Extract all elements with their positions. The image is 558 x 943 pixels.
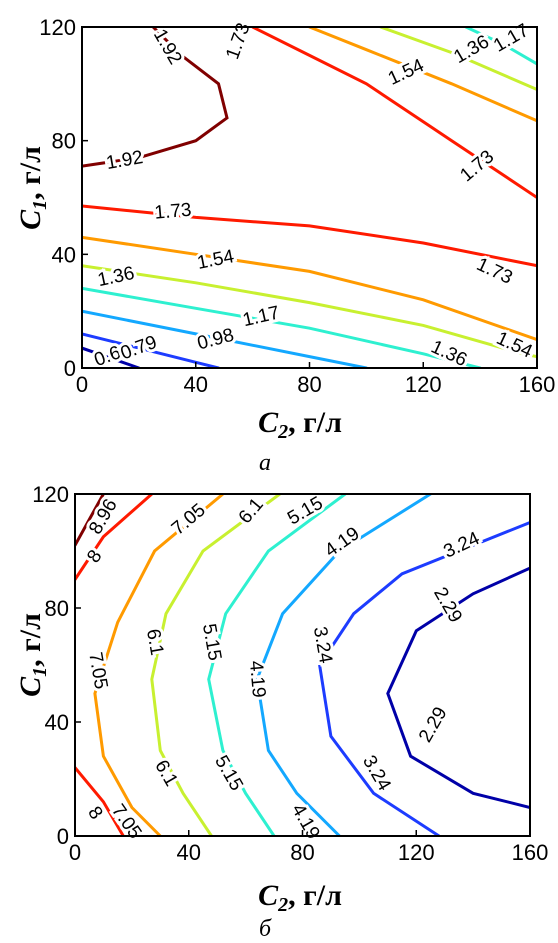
contour-line-0.79 bbox=[82, 332, 220, 368]
contour-label: 8.96 bbox=[85, 496, 122, 539]
contour-line-2.29 bbox=[386, 566, 530, 809]
contour-line-6.1 bbox=[150, 494, 282, 836]
contour-label: 4.19 bbox=[321, 523, 363, 561]
x-tick-label: 160 bbox=[519, 372, 556, 397]
contour-line-1.54 bbox=[82, 235, 537, 342]
contour-label: 4.19 bbox=[245, 660, 269, 699]
contour-label: 1.73 bbox=[154, 200, 193, 224]
contour-label: 2.29 bbox=[415, 704, 452, 747]
contour-line-1.92 bbox=[82, 27, 229, 168]
contour-label: 1.36 bbox=[428, 336, 470, 371]
contour-line-segment bbox=[308, 27, 537, 123]
y-tick-label: 40 bbox=[52, 242, 76, 267]
plot-area bbox=[82, 27, 537, 368]
contour-line-0.6 bbox=[82, 346, 141, 368]
x-tick-label: 80 bbox=[290, 840, 314, 865]
y-tick-label: 80 bbox=[45, 596, 69, 621]
contour-label: 0.98 bbox=[195, 325, 236, 355]
y-tick-label: 120 bbox=[39, 15, 76, 40]
x-tick-label: 40 bbox=[184, 372, 208, 397]
chart-panel-1: 8.96887.057.057.056.16.16.15.155.155.154… bbox=[14, 482, 548, 942]
contour-label: 1.73 bbox=[456, 146, 498, 186]
contour-line-1.73 bbox=[82, 204, 537, 268]
y-axis-label: C1, г/л bbox=[14, 146, 51, 230]
contour-label: 3.24 bbox=[441, 528, 484, 563]
contour-label: 6.1 bbox=[142, 627, 167, 657]
y-tick-label: 0 bbox=[64, 356, 76, 381]
x-tick-label: 80 bbox=[297, 372, 321, 397]
x-tick-label: 40 bbox=[177, 840, 201, 865]
contour-label: 8 bbox=[83, 803, 106, 824]
y-tick-label: 0 bbox=[57, 824, 69, 849]
contour-label: 1.92 bbox=[105, 147, 145, 174]
contour-line-1.17 bbox=[82, 286, 482, 368]
plot-area bbox=[75, 494, 530, 836]
contour-line-segment bbox=[251, 27, 537, 199]
x-tick-label: 160 bbox=[512, 840, 549, 865]
contour-label: 1.17 bbox=[490, 20, 533, 57]
contour-label: 1.54 bbox=[196, 246, 237, 274]
x-tick-label: 120 bbox=[405, 372, 442, 397]
contour-line-4.19 bbox=[255, 494, 432, 836]
contour-label: 3.24 bbox=[358, 752, 395, 795]
chart-panel-0: 0.60.79 0.981.171.361.541.731.921.731.541… bbox=[14, 15, 555, 476]
contour-line-3.24 bbox=[318, 521, 530, 836]
y-tick-label: 40 bbox=[45, 710, 69, 735]
x-tick-label: 120 bbox=[398, 840, 435, 865]
contour-line-segment bbox=[464, 27, 537, 66]
contour-label: 0.79 bbox=[118, 332, 160, 364]
contour-line-segment bbox=[379, 27, 537, 91]
x-tick-label: 0 bbox=[76, 372, 88, 397]
contour-line-8 bbox=[75, 766, 125, 836]
x-axis-label: C2, г/л bbox=[258, 406, 342, 443]
x-tick-label: 0 bbox=[69, 840, 81, 865]
x-axis-label: C2, г/л bbox=[258, 879, 342, 916]
contour-label: 3.24 bbox=[309, 625, 336, 665]
contour-line-0.98 bbox=[82, 309, 368, 368]
contour-label: 1.92 bbox=[149, 26, 186, 69]
contour-line-8 bbox=[75, 494, 154, 581]
contour-line-8.96 bbox=[75, 494, 105, 547]
contour-line-5.15 bbox=[207, 494, 347, 836]
panel-label: а bbox=[259, 450, 271, 476]
y-tick-label: 120 bbox=[32, 482, 69, 507]
contour-label: 1.17 bbox=[241, 302, 282, 331]
contour-line-7.05 bbox=[93, 494, 225, 836]
contour-label: 1.54 bbox=[493, 328, 536, 363]
panel-label: б bbox=[259, 916, 272, 942]
contour-line-1.36 bbox=[82, 264, 537, 359]
y-axis-label: C1, г/л bbox=[14, 613, 51, 697]
y-tick-label: 80 bbox=[52, 129, 76, 154]
